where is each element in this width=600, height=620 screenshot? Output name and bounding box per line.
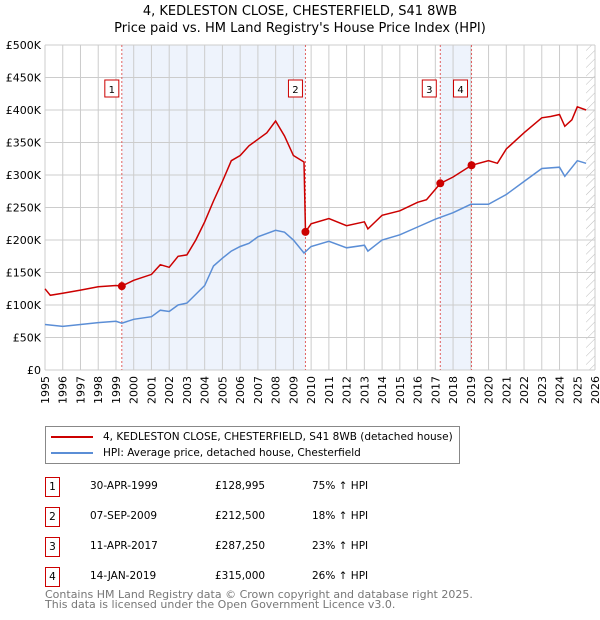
property-price-line	[44, 105, 587, 297]
sale-hpi-change: 23% ↑ HPI	[312, 540, 369, 552]
x-tick-label: 2022	[518, 376, 531, 404]
x-tick-label: 2020	[483, 376, 496, 404]
sale-point	[436, 179, 445, 188]
sale-label: 4	[457, 85, 463, 96]
x-tick-label: 2003	[181, 376, 194, 404]
x-tick-label: 2010	[305, 376, 318, 404]
y-tick-label: £300K	[6, 169, 42, 182]
sale-number: 4	[45, 567, 60, 587]
legend-label-hpi: HPI: Average price, detached house, Ches…	[103, 447, 361, 459]
sale-date: 30-APR-1999	[90, 480, 158, 492]
footer-line-2: This data is licensed under the Open Gov…	[45, 598, 396, 611]
y-tick-label: £350K	[6, 137, 42, 150]
chart-title: 4, KEDLESTON CLOSE, CHESTERFIELD, S41 8W…	[142, 4, 458, 19]
x-tick-label: 2013	[358, 376, 371, 404]
sale-label-box	[421, 79, 437, 98]
sale-label-box	[453, 79, 469, 98]
hpi-line	[44, 159, 587, 328]
y-tick-label: £150K	[6, 267, 42, 280]
sale-label-box	[287, 79, 303, 98]
y-tick-label: £450K	[6, 72, 42, 85]
sale-hpi-change: 18% ↑ HPI	[312, 510, 369, 522]
sale-date: 14-JAN-2019	[90, 570, 157, 582]
sale-price: £212,500	[215, 510, 266, 522]
x-tick-label: 2026	[589, 376, 600, 404]
sale-number: 1	[45, 477, 60, 497]
sale-number: 3	[45, 537, 60, 557]
x-tick-label: 1999	[110, 376, 123, 404]
legend-swatch-property	[51, 436, 93, 438]
sale-row: 2 07-SEP-2009 £212,500 18% ↑ HPI	[45, 507, 465, 527]
x-tick-label: 2011	[323, 376, 336, 404]
sale-price: £128,995	[215, 480, 266, 492]
sale-row: 1 30-APR-1999 £128,995 75% ↑ HPI	[45, 477, 465, 497]
y-tick-label: £250K	[6, 202, 42, 215]
chart: 1995 1996 1997 1998 1999 2000 2001 2002 2003 2004…	[6, 39, 600, 404]
x-tick-label: 2009	[287, 376, 300, 404]
y-tick-label: £400K	[6, 104, 42, 117]
x-tick-label: 2002	[163, 376, 176, 404]
x-tick-label: 2025	[571, 376, 584, 404]
footer: Contains HM Land Registry data © Crown c…	[45, 588, 473, 611]
x-tick-label: 2023	[536, 376, 549, 404]
sale-label: 1	[109, 85, 115, 96]
x-tick-label: 2001	[145, 376, 158, 404]
sale-hpi-change: 75% ↑ HPI	[312, 480, 369, 492]
x-tick-label: 2008	[270, 376, 283, 404]
sale-point	[467, 161, 476, 170]
y-tick-label: £200K	[6, 234, 42, 247]
sale-row: 3 11-APR-2017 £287,250 23% ↑ HPI	[45, 537, 465, 557]
sale-label: 3	[426, 85, 432, 96]
sale-number: 2	[45, 507, 60, 527]
x-tick-label: 1997	[74, 376, 87, 404]
x-tick-label: 1996	[57, 376, 70, 404]
x-tick-label: 2015	[394, 376, 407, 404]
legend-label-property: 4, KEDLESTON CLOSE, CHESTERFIELD, S41 8W…	[103, 431, 453, 443]
x-tick-label: 2017	[429, 376, 442, 404]
x-tick-label: 2021	[500, 376, 513, 404]
sale-date: 07-SEP-2009	[90, 510, 158, 522]
y-tick-label: £100K	[6, 299, 42, 312]
x-tick-label: 2012	[341, 376, 354, 404]
sale-point	[117, 282, 126, 291]
x-tick-label: 2016	[412, 376, 425, 404]
sale-hpi-change: 26% ↑ HPI	[312, 570, 369, 582]
x-tick-label: 2018	[447, 376, 460, 404]
x-tick-label: 2007	[252, 376, 265, 404]
sale-point	[301, 227, 310, 236]
x-tick-label: 1998	[92, 376, 105, 404]
sale-label-box	[104, 79, 120, 98]
legend: 4, KEDLESTON CLOSE, CHESTERFIELD, S41 8W…	[45, 426, 460, 464]
footer-line-1: Contains HM Land Registry data © Crown c…	[45, 588, 473, 601]
x-tick-label: 2024	[554, 376, 567, 404]
sale-price: £287,250	[215, 540, 266, 552]
legend-swatch-hpi	[51, 452, 93, 454]
sale-date: 11-APR-2017	[90, 540, 158, 552]
x-tick-label: 2004	[199, 376, 212, 404]
x-tick-label: 2005	[216, 376, 229, 404]
sale-label: 2	[292, 85, 298, 96]
y-tick-label: £0	[27, 364, 41, 377]
x-tick-label: 2014	[376, 376, 389, 404]
sale-row: 4 14-JAN-2019 £315,000 26% ↑ HPI	[45, 567, 465, 587]
x-tick-label: 2000	[128, 376, 141, 404]
y-tick-label: £500K	[6, 39, 42, 52]
x-tick-label: 2019	[465, 376, 478, 404]
x-tick-label: 2006	[234, 376, 247, 404]
chart-subtitle: Price paid vs. HM Land Registry's House …	[114, 21, 486, 36]
y-tick-label: £50K	[13, 332, 42, 345]
sale-price: £315,000	[215, 570, 266, 582]
x-tick-label: 1995	[39, 376, 52, 404]
